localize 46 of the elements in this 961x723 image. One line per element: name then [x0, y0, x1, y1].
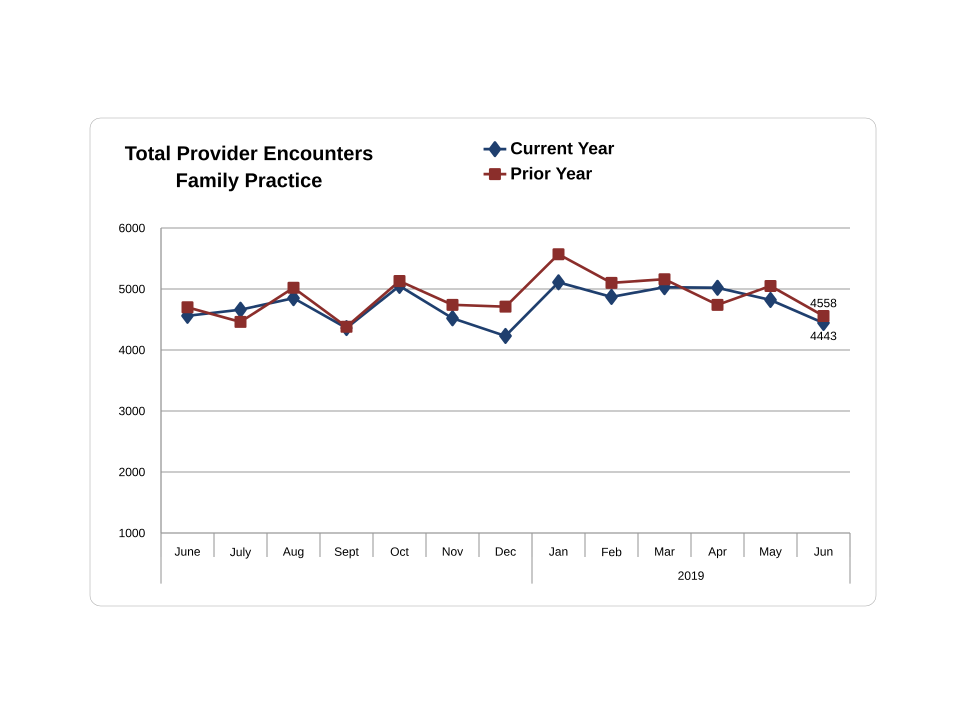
point — [234, 316, 246, 328]
y-tick-label: 1000 — [119, 528, 145, 538]
point — [606, 276, 618, 289]
legend-label: Current Year — [511, 142, 614, 154]
y-tick-label: 5000 — [119, 284, 145, 294]
point — [605, 288, 618, 305]
point — [764, 292, 777, 308]
x-tick-label: Nov — [442, 547, 464, 556]
x-tick-label: Aug — [282, 547, 304, 558]
chart-title: Total Provider Encounters — [124, 146, 372, 160]
text: 2019 — [678, 571, 704, 580]
point — [764, 280, 776, 292]
point — [288, 282, 300, 294]
point — [234, 302, 247, 318]
x-tick-label: Feb — [602, 547, 622, 556]
point — [394, 275, 406, 288]
point — [711, 280, 724, 296]
x-tick-label: Mar — [655, 547, 675, 556]
x-tick-label: Oct — [390, 547, 409, 556]
legend-label: Prior Year — [511, 166, 592, 180]
point — [500, 300, 512, 313]
x-tick-label: Apr — [708, 547, 727, 558]
chart-subtitle: Family Practice — [176, 172, 322, 192]
x-tick-label: Jun — [814, 547, 832, 556]
point — [818, 310, 830, 322]
point — [446, 298, 459, 311]
point — [340, 320, 353, 333]
y-tick-label: 2000 — [119, 468, 145, 476]
point — [552, 274, 565, 290]
x-tick-label: Sept — [334, 547, 359, 558]
point — [658, 273, 670, 286]
y-tick-label: 6000 — [119, 224, 145, 232]
point — [552, 248, 565, 260]
data-label: 4443 — [810, 332, 836, 340]
point — [712, 298, 724, 311]
point — [446, 310, 459, 326]
x-tick-label: July — [230, 547, 252, 559]
x-tick-label: May — [760, 547, 782, 558]
x-tick-label: Jan — [549, 547, 568, 556]
y-tick-label: 4000 — [118, 346, 145, 354]
point — [182, 301, 194, 314]
data-label: 4558 — [810, 298, 836, 308]
point — [499, 328, 512, 344]
x-tick-label: Dec — [496, 547, 516, 556]
y-tick-label: 3000 — [119, 406, 145, 416]
x-tick-label: June — [174, 547, 200, 556]
